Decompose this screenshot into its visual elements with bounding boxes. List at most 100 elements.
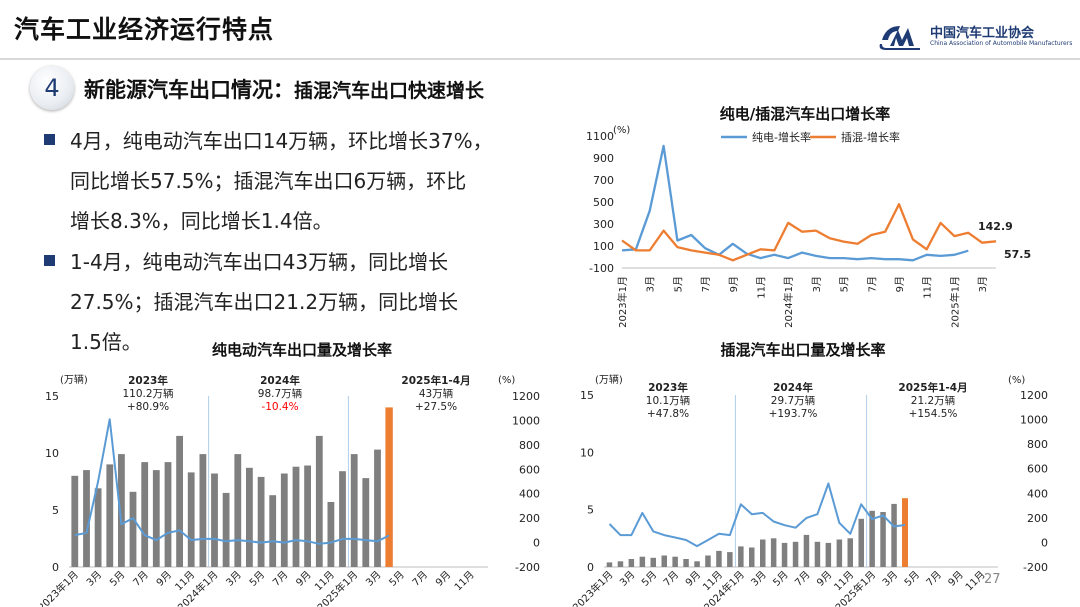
year-annotation-line: 2023年 bbox=[128, 374, 168, 387]
bev-end-label: 57.5 bbox=[1004, 248, 1031, 261]
export-bar-highlight bbox=[385, 407, 393, 567]
x-tick-label: 7月 bbox=[793, 569, 813, 589]
export-bar bbox=[639, 556, 646, 567]
export-bar bbox=[803, 534, 810, 567]
bullet-marker bbox=[44, 255, 55, 266]
year-annotation-line: 2025年1-4月 bbox=[898, 381, 967, 394]
x-tick-label: 3月 bbox=[880, 569, 900, 589]
export-bar bbox=[880, 512, 886, 567]
y2-tick-label: 200 bbox=[519, 512, 540, 525]
y-tick-label: 300 bbox=[593, 218, 614, 231]
growth-rate-line bbox=[74, 418, 390, 545]
export-bar bbox=[211, 473, 218, 567]
export-bar bbox=[847, 538, 853, 567]
export-bar bbox=[836, 539, 843, 567]
export-bar bbox=[374, 449, 381, 567]
export-bar bbox=[825, 542, 832, 567]
growth-rate-line-chart: 纯电/插混汽车出口增长率 (%) 纯电-增长率 插混-增长率 1100 900 70… bbox=[586, 105, 1031, 328]
y2-tick-label: 800 bbox=[1027, 438, 1048, 451]
year-annotation-line: 110.2万辆 bbox=[122, 387, 173, 400]
legend-label-phev: 插混-增长率 bbox=[841, 130, 900, 144]
x-tick-label: 3月 bbox=[617, 569, 637, 589]
y-tick-label: -100 bbox=[589, 262, 614, 275]
export-bar bbox=[118, 454, 125, 567]
x-tick-label: 3月 bbox=[363, 569, 383, 589]
y2-tick-label: -200 bbox=[1023, 561, 1048, 574]
x-tick-label: 5月 bbox=[107, 569, 127, 589]
x-tick-label: 5月 bbox=[639, 569, 659, 589]
export-bar bbox=[628, 559, 635, 567]
y2-tick-label: 1000 bbox=[512, 414, 540, 427]
year-annotation-line: +193.7% bbox=[769, 408, 818, 420]
y1-tick-label: 10 bbox=[580, 446, 594, 459]
export-bar bbox=[339, 471, 346, 567]
x-tick-label: 11月 bbox=[922, 276, 934, 299]
year-annotation-line: +47.8% bbox=[647, 408, 689, 420]
y2-tick-label: 600 bbox=[519, 463, 540, 476]
header-divider bbox=[0, 58, 1080, 60]
logo-mark-icon bbox=[879, 26, 920, 50]
export-bar bbox=[292, 466, 300, 567]
bullet-marker bbox=[44, 134, 55, 145]
year-annotation-line: 2025年1-4月 bbox=[401, 374, 470, 387]
growth-rate-line bbox=[608, 482, 906, 548]
export-bar bbox=[257, 476, 265, 567]
y-axis-unit: (%) bbox=[613, 125, 630, 136]
year-annotation-line: 2024年 bbox=[260, 374, 300, 387]
y-tick-label: 700 bbox=[593, 174, 614, 187]
y2-axis-unit: (%) bbox=[1008, 375, 1025, 386]
year-annotation-line: 29.7万辆 bbox=[771, 394, 815, 407]
export-bar bbox=[683, 559, 689, 567]
section-title-main: 新能源汽车出口情况： bbox=[84, 78, 294, 102]
export-bar bbox=[362, 478, 370, 567]
export-bar bbox=[738, 546, 744, 567]
legend-label-bev: 纯电-增长率 bbox=[752, 130, 811, 144]
y2-tick-label: 1200 bbox=[512, 390, 540, 403]
y1-tick-label: 15 bbox=[45, 390, 59, 403]
bev-export-bar-chart: 纯电动汽车出口量及增长率 (万辆) (%) 15 10 5 0 1200 1000 800 6… bbox=[40, 341, 540, 607]
export-bar bbox=[234, 454, 242, 567]
x-tick-label: 9月 bbox=[728, 276, 740, 292]
year-annotation-line: 2023年 bbox=[648, 381, 688, 394]
export-bar bbox=[705, 555, 711, 567]
cam-logo bbox=[876, 18, 1066, 54]
export-bar bbox=[749, 547, 755, 567]
export-bar bbox=[858, 518, 864, 567]
y1-tick-label: 5 bbox=[52, 504, 59, 517]
export-bar bbox=[269, 495, 277, 567]
x-tick-label: 3月 bbox=[977, 276, 989, 292]
section-title: 新能源汽车出口情况：插混汽车出口快速增长 bbox=[84, 74, 484, 104]
y1-tick-label: 15 bbox=[580, 389, 594, 402]
export-bar bbox=[71, 475, 79, 567]
y-tick-label: 1100 bbox=[586, 130, 614, 143]
x-tick-label: 7月 bbox=[700, 276, 712, 292]
x-tick-label: 2023年1月 bbox=[40, 568, 81, 607]
export-bar bbox=[176, 435, 183, 567]
export-bar bbox=[760, 539, 766, 567]
x-tick-label: 7月 bbox=[924, 569, 944, 589]
y2-tick-label: 600 bbox=[1027, 463, 1048, 476]
logo-text-cn: 中国汽车工业协会 bbox=[930, 26, 1035, 41]
x-tick-label: 3月 bbox=[645, 276, 657, 292]
export-bar bbox=[304, 465, 311, 567]
page-number: 27 bbox=[984, 572, 1001, 587]
x-tick-label: 3月 bbox=[749, 569, 769, 589]
year-annotation-line: +80.9% bbox=[127, 401, 169, 413]
x-tick-label: 2024年1月 bbox=[782, 276, 795, 328]
bev-growth-line bbox=[621, 144, 969, 262]
section-title-sub: 插混汽车出口快速增长 bbox=[294, 80, 485, 102]
x-tick-label: 5月 bbox=[771, 569, 791, 589]
chart-title: 插混汽车出口量及增长率 bbox=[720, 341, 885, 359]
bullet-1-line-3: 增长8.3%，同比增长1.4倍。 bbox=[70, 209, 333, 233]
x-tick-label: 3月 bbox=[84, 569, 104, 589]
x-tick-label: 5月 bbox=[672, 276, 684, 292]
bullet-2-line-3: 1.5倍。 bbox=[70, 330, 142, 354]
x-tick-label: 7月 bbox=[661, 569, 681, 589]
x-tick-label: 9月 bbox=[294, 569, 314, 589]
y1-axis-unit: (万辆) bbox=[595, 373, 623, 386]
export-bar bbox=[792, 541, 799, 567]
y2-tick-label: 400 bbox=[1027, 487, 1048, 500]
y2-tick-label: 0 bbox=[1041, 536, 1048, 549]
bullet-2-line-2: 27.5%；插混汽车出口21.2万辆，同比增长 bbox=[70, 290, 459, 314]
y1-tick-label: 0 bbox=[52, 561, 59, 574]
